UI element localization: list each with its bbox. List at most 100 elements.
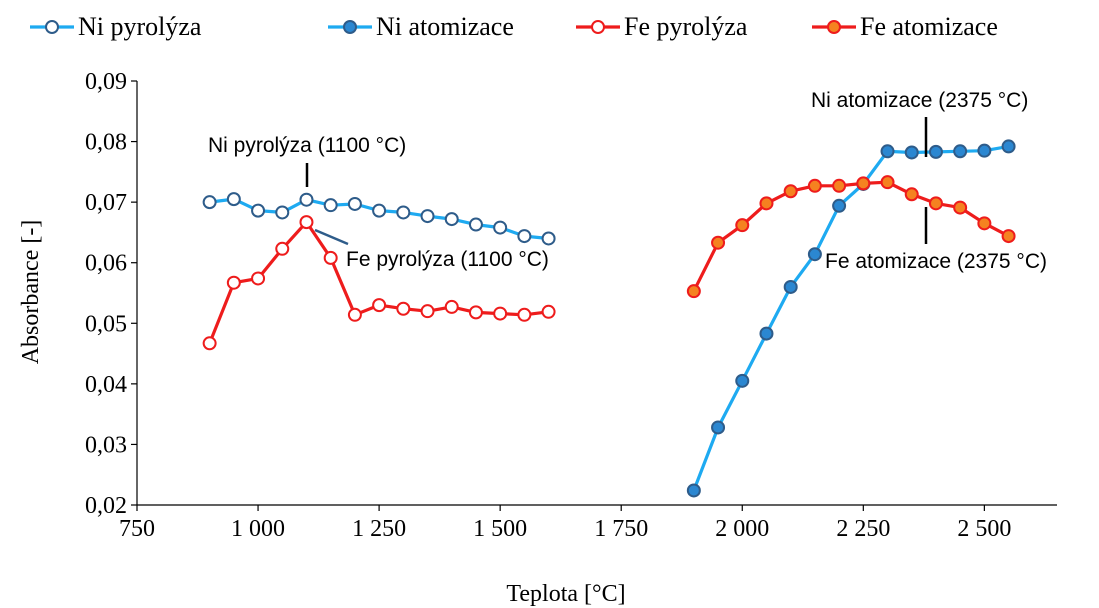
series-line-2	[692, 144, 1009, 492]
data-point	[832, 198, 847, 213]
data-point	[202, 195, 217, 210]
data-point	[880, 175, 895, 190]
data-point	[711, 235, 726, 250]
data-point	[783, 279, 798, 294]
data-point	[420, 304, 435, 319]
legend-label: Ni atomizace	[376, 12, 514, 41]
legend-item: Ni pyrolýza	[30, 12, 202, 41]
legend: Ni pyrolýza Ni atomizace Fe pyrolýza Fe ato…	[30, 12, 998, 41]
data-point	[880, 144, 895, 159]
data-point	[299, 192, 314, 207]
data-point	[202, 336, 217, 351]
data-point	[275, 241, 290, 256]
data-point	[372, 203, 387, 218]
data-point	[468, 305, 483, 320]
data-point	[735, 373, 750, 388]
data-point	[832, 178, 847, 193]
data-point	[517, 307, 532, 322]
data-point	[711, 420, 726, 435]
x-tick-label: 750	[119, 516, 155, 542]
data-point	[396, 301, 411, 316]
x-tick-label: 2 500	[957, 516, 1011, 542]
x-tick-label: 1 500	[473, 516, 527, 542]
data-point	[953, 200, 968, 215]
legend-marker	[591, 20, 605, 34]
annotation-label: Fe atomizace (2375 °C)	[825, 250, 1047, 273]
data-point	[299, 215, 314, 230]
y-tick-label: 0,02	[85, 493, 127, 519]
data-point	[396, 205, 411, 220]
data-point	[517, 229, 532, 244]
legend-item: Fe pyrolýza	[576, 12, 748, 41]
data-point	[977, 143, 992, 158]
data-point	[759, 326, 774, 341]
data-point	[444, 299, 459, 314]
y-tick-label: 0,04	[85, 372, 127, 398]
data-point	[226, 192, 241, 207]
data-point	[686, 284, 701, 299]
y-tick-label: 0,03	[85, 432, 127, 458]
data-point	[1001, 229, 1016, 244]
data-point	[347, 307, 362, 322]
data-point	[686, 483, 701, 498]
x-tick-label: 1 250	[352, 516, 406, 542]
x-tick-label: 1 000	[231, 516, 285, 542]
y-axis: 0,02 0,03 0,04 0,05 0,06 0,07 0,08 0,09	[85, 69, 138, 519]
y-tick-label: 0,09	[85, 69, 127, 95]
y-tick-label: 0,06	[85, 251, 127, 277]
data-point	[759, 196, 774, 211]
legend-marker	[343, 20, 357, 34]
x-tick-label: 2 000	[715, 516, 769, 542]
data-point	[807, 247, 822, 262]
series-layer	[202, 139, 1016, 498]
data-point	[783, 184, 798, 199]
annotation-layer: Ni pyrolýza (1100 °C) Fe pyrolýza (1100 °…	[208, 89, 1047, 273]
data-point	[904, 145, 919, 160]
data-point	[856, 176, 871, 191]
data-point	[372, 298, 387, 313]
x-axis: 750 1 000 1 250 1 500 1 750 2 000 2 250 2 500	[119, 504, 1057, 542]
y-axis-title: Absorbance [-]	[18, 220, 44, 365]
data-point	[541, 231, 556, 246]
data-point	[928, 144, 943, 159]
x-tick-label: 1 750	[594, 516, 648, 542]
legend-item: Ni atomizace	[328, 12, 514, 41]
y-tick-label: 0,08	[85, 130, 127, 156]
x-tick-label: 2 250	[836, 516, 890, 542]
legend-marker	[45, 20, 59, 34]
data-point	[541, 304, 556, 319]
data-point	[251, 203, 266, 218]
data-point	[323, 198, 338, 213]
data-point	[928, 196, 943, 211]
annotation-label: Ni atomizace (2375 °C)	[811, 89, 1028, 112]
data-point	[493, 306, 508, 321]
series-line-4	[692, 180, 1010, 292]
data-point	[347, 196, 362, 211]
data-point	[1001, 139, 1016, 154]
data-point	[323, 250, 338, 265]
annotation-label: Fe pyrolýza (1100 °C)	[346, 248, 549, 271]
data-point	[468, 217, 483, 232]
legend-marker	[827, 20, 841, 34]
data-point	[953, 144, 968, 159]
data-point	[807, 178, 822, 193]
legend-item: Fe atomizace	[812, 12, 998, 41]
data-point	[251, 271, 266, 286]
annotation-label: Ni pyrolýza (1100 °C)	[208, 134, 406, 157]
data-point	[904, 187, 919, 202]
data-point	[420, 209, 435, 224]
data-point	[444, 212, 459, 227]
data-point	[735, 218, 750, 233]
x-axis-title: Teplota [°C]	[506, 581, 625, 607]
data-point	[977, 216, 992, 231]
annotation-leader	[314, 228, 349, 246]
data-point	[493, 220, 508, 235]
legend-label: Fe atomizace	[860, 12, 998, 41]
data-point	[226, 275, 241, 290]
data-point	[275, 205, 290, 220]
y-tick-label: 0,07	[85, 190, 127, 216]
y-tick-label: 0,05	[85, 311, 127, 337]
legend-label: Fe pyrolýza	[624, 12, 748, 41]
legend-label: Ni pyrolýza	[78, 12, 202, 41]
